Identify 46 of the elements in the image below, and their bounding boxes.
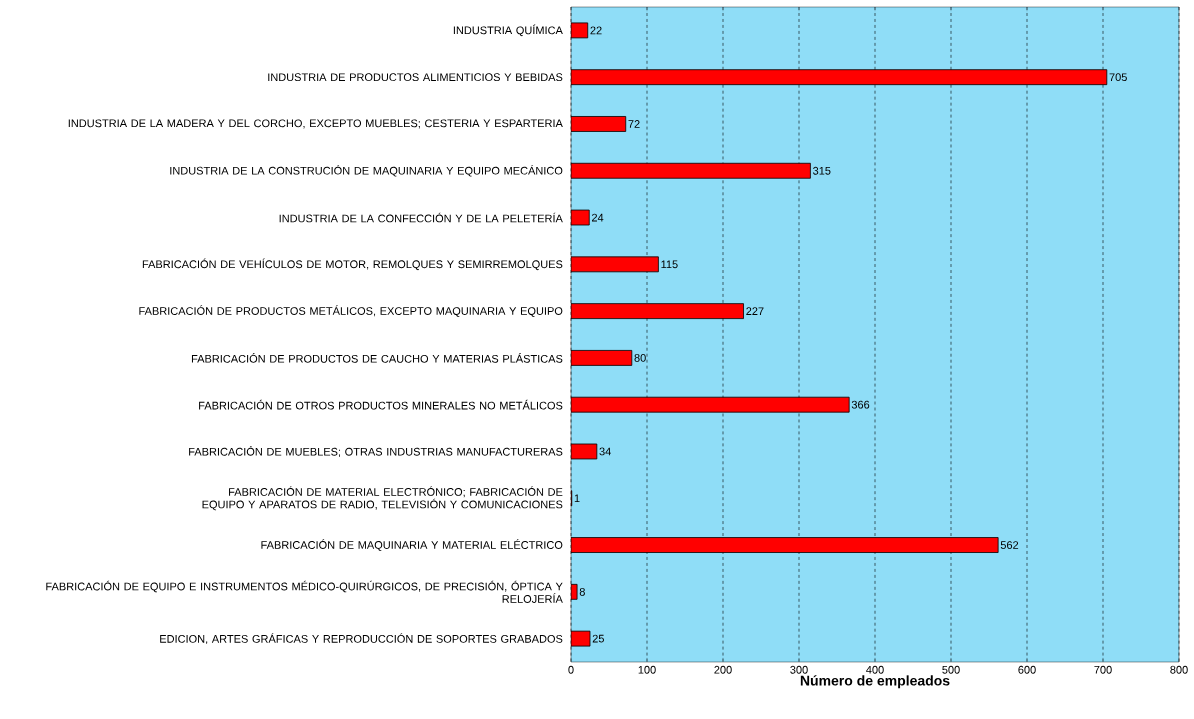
data-label: 115 — [661, 260, 678, 269]
y-tick-label: FABRICACIÓN DE MAQUINARIA Y MATERIAL ELÉCTRICO — [261, 539, 563, 551]
data-label: 80 — [634, 354, 646, 362]
x-tick-label: 0 — [568, 665, 574, 674]
bar — [571, 537, 999, 553]
x-tick-label: 300 — [790, 665, 808, 674]
y-tick-label: INDUSTRIA DE LA CONFECCIÓN Y DE LA PELETERÍA — [279, 212, 563, 223]
data-label: 315 — [813, 166, 831, 175]
data-label: 72 — [628, 120, 640, 128]
y-tick-label: INDUSTRIA QUÍMICA — [453, 24, 563, 37]
y-tick-label: FABRICACIÓN DE OTROS PRODUCTOS MINERALES NO METÁLICOS — [199, 399, 563, 410]
x-tick-label: 100 — [638, 665, 656, 674]
y-tick-label: FABRICACIÓN DE PRODUCTOS METÁLICOS, EXCEPTO MAQUINARIA Y EQUIPO — [139, 305, 563, 317]
x-axis-title: Número de empleados — [800, 675, 950, 689]
data-label: 705 — [1109, 73, 1127, 82]
y-tick-label: EDICION, ARTES GRÁFICAS Y REPRODUCCIÓN DE SOPORTES GRABADOS — [160, 633, 563, 645]
data-label: 25 — [592, 634, 604, 643]
bar — [571, 69, 1108, 86]
x-tick-label: 700 — [1094, 665, 1112, 674]
bar — [571, 396, 850, 413]
bar — [571, 162, 811, 179]
y-tick-label: FABRICACIÓN DE MUEBLES; OTRAS INDUSTRIAS MANUFACTURERAS — [189, 445, 563, 457]
data-label: 366 — [851, 400, 870, 409]
data-label: 562 — [1000, 541, 1019, 549]
data-label: 34 — [599, 447, 611, 456]
bar — [571, 303, 744, 319]
y-tick-label: FABRICACIÓN DE PRODUCTOS DE CAUCHO Y MATERIAS PLÁSTICAS — [191, 353, 563, 363]
y-tick-label: INDUSTRIA DE PRODUCTOS ALIMENTICIOS Y BEBIDAS — [268, 73, 563, 82]
data-label: 1 — [574, 494, 580, 503]
bar — [571, 350, 633, 366]
y-tick-label: FABRICACIÓN DE MATERIAL ELECTRÓNICO; FABRICACIÓN DE EQUIPO Y APARATOS DE RADIO, TELEVISIÓN Y COMUNICACIONES — [202, 486, 563, 511]
x-tick-label: 400 — [866, 665, 884, 674]
data-label: 227 — [746, 307, 764, 315]
bar — [571, 116, 627, 132]
x-tick-label: 800 — [1170, 665, 1188, 674]
x-tick-label: 200 — [714, 665, 732, 674]
y-tick-label: INDUSTRIA DE LA MADERA Y DEL CORCHO, EXCEPTO MUEBLES; CESTERIA Y ESPARTERIA — [68, 119, 563, 129]
x-tick-label: 500 — [942, 665, 960, 674]
x-tick-label: 600 — [1018, 665, 1036, 674]
y-tick-label: INDUSTRIA DE LA CONSTRUCIÓN DE MAQUINARIA Y EQUIPO MECÁNICO — [170, 164, 563, 177]
data-label: 8 — [579, 587, 585, 596]
bar — [571, 256, 659, 273]
data-label: 22 — [590, 26, 602, 35]
y-tick-label: FABRICACIÓN DE VEHÍCULOS DE MOTOR, REMOLQUES Y SEMIRREMOLQUES — [142, 258, 563, 271]
y-tick-label: FABRICACIÓN DE EQUIPO E INSTRUMENTOS MÉDICO-QUIRÚRGICOS, DE PRECISIÓN, ÓPTICA Y RELOJERÍA — [46, 580, 563, 603]
data-label: 24 — [591, 213, 604, 222]
